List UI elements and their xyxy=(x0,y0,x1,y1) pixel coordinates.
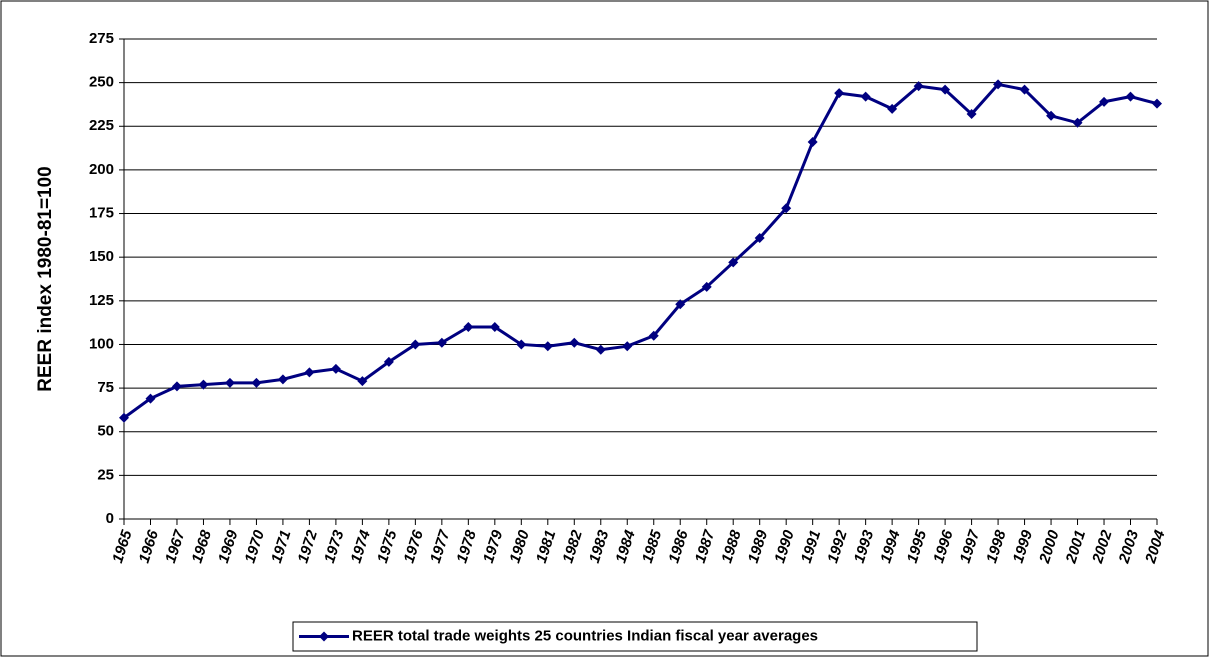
y-tick-label: 175 xyxy=(89,205,114,222)
point xyxy=(119,412,129,423)
y-tick-label: 150 xyxy=(89,248,114,265)
point xyxy=(966,109,977,120)
point xyxy=(754,232,765,243)
point xyxy=(542,341,553,352)
y-tick-label: 0 xyxy=(106,510,114,527)
y-tick-label: 250 xyxy=(89,74,114,91)
point xyxy=(834,88,845,99)
series-line xyxy=(123,82,1158,419)
point xyxy=(595,344,606,355)
point xyxy=(436,337,447,348)
point xyxy=(993,79,1004,90)
y-tick-label: 50 xyxy=(97,423,114,440)
point xyxy=(357,376,368,387)
point xyxy=(675,299,686,310)
point xyxy=(1072,117,1083,128)
point xyxy=(383,356,394,367)
y-tick-label: 125 xyxy=(89,292,114,309)
point xyxy=(171,381,182,392)
point xyxy=(1019,84,1030,95)
point xyxy=(648,330,659,341)
y-tick-label: 225 xyxy=(89,117,114,134)
point xyxy=(277,374,288,385)
point xyxy=(198,379,209,390)
point xyxy=(1152,98,1162,109)
point xyxy=(569,337,580,348)
point xyxy=(516,339,527,350)
legend-marker xyxy=(319,631,329,642)
y-tick-label: 200 xyxy=(89,161,114,178)
legend-label: REER total trade weights 25 countries In… xyxy=(352,627,818,644)
point xyxy=(224,377,235,388)
y-tick-label: 275 xyxy=(89,30,114,47)
point xyxy=(489,322,500,332)
point xyxy=(940,84,951,95)
point xyxy=(622,341,633,352)
point xyxy=(1099,96,1110,107)
point xyxy=(251,377,262,388)
point xyxy=(701,281,712,292)
point xyxy=(1046,110,1057,121)
point xyxy=(728,257,739,268)
y-tick-label: 25 xyxy=(97,466,114,483)
point xyxy=(463,322,474,332)
point xyxy=(807,136,818,147)
point xyxy=(304,367,315,378)
y-axis-label: REER index 1980-81=100 xyxy=(35,166,56,392)
point xyxy=(860,91,871,102)
legend-box xyxy=(292,621,978,652)
point xyxy=(145,393,156,404)
point xyxy=(887,103,898,114)
point xyxy=(410,339,421,350)
point xyxy=(913,81,924,92)
point xyxy=(1125,91,1136,102)
y-tick-label: 100 xyxy=(89,335,114,352)
y-tick-label: 75 xyxy=(97,379,114,396)
point xyxy=(330,363,341,374)
point xyxy=(781,203,792,214)
